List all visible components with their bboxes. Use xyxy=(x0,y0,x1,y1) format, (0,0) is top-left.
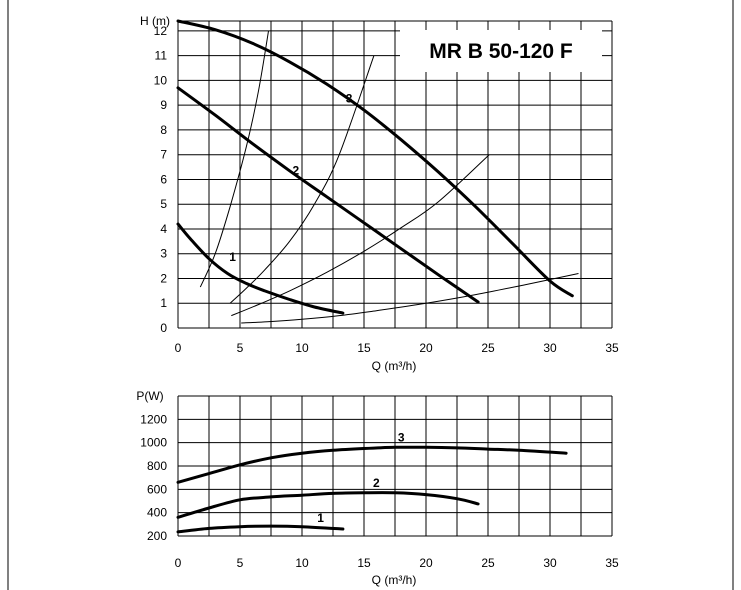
title-box-bg xyxy=(400,30,602,72)
power-x-axis-label: Q (m³/h) xyxy=(372,573,417,587)
power-curve-label-2: 2 xyxy=(373,476,380,490)
head-xtick-label: 0 xyxy=(175,341,182,355)
head-ytick-label: 11 xyxy=(155,49,168,63)
power-ytick-label: 600 xyxy=(147,482,167,496)
head-x-axis-label: Q (m³/h) xyxy=(372,359,417,373)
head-xtick-label: 5 xyxy=(237,341,244,355)
head-xtick-label: 20 xyxy=(419,341,433,355)
head-xtick-label: 15 xyxy=(357,341,371,355)
power-ytick-label: 400 xyxy=(147,506,167,520)
power-curve-2 xyxy=(176,491,480,519)
power-y-axis-label: P(W) xyxy=(136,389,163,403)
power-grid xyxy=(177,395,613,537)
power-curve-3 xyxy=(176,445,568,484)
chart-title: MR B 50-120 F xyxy=(429,40,573,63)
head-ytick-label: 1 xyxy=(160,296,167,310)
head-xtick-label: 10 xyxy=(295,341,309,355)
power-xtick-label: 0 xyxy=(175,556,182,570)
power-ytick-label: 800 xyxy=(147,459,167,473)
head-ytick-label: 7 xyxy=(160,148,167,162)
power-ytick-label: 1000 xyxy=(140,436,167,450)
head-curve-1 xyxy=(176,222,345,315)
power-xtick-label: 25 xyxy=(481,556,495,570)
head-ytick-label: 2 xyxy=(160,271,167,285)
power-xtick-label: 20 xyxy=(419,556,433,570)
head-ytick-label: 4 xyxy=(160,222,167,236)
power-xtick-label: 15 xyxy=(357,556,371,570)
head-system-curve-1 xyxy=(241,273,579,324)
head-curve-label-3: 3 xyxy=(346,92,353,106)
head-xtick-label: 30 xyxy=(543,341,557,355)
head-ytick-label: 8 xyxy=(160,123,167,137)
power-ytick-label: 200 xyxy=(147,529,167,543)
power-xtick-label: 30 xyxy=(543,556,557,570)
head-curve-2 xyxy=(176,86,480,304)
power-xtick-label: 5 xyxy=(237,556,244,570)
head-ytick-label: 5 xyxy=(160,197,167,211)
head-ytick-label: 0 xyxy=(160,321,167,335)
head-system-curve-3 xyxy=(229,55,375,304)
head-xtick-label: 35 xyxy=(605,341,619,355)
power-ytick-label: 1200 xyxy=(140,412,167,426)
head-ytick-label: 6 xyxy=(160,172,167,186)
head-ytick-label: 10 xyxy=(154,73,168,87)
power-curve-1 xyxy=(176,524,345,534)
head-curve-label-2: 2 xyxy=(292,164,299,178)
head-system-curve-2 xyxy=(231,154,490,317)
power-chart: 0 5 10 15 20 25 30 35 200 400 600 800 1000 1200 Q (m³/… xyxy=(136,389,619,587)
head-ytick-label: 9 xyxy=(160,98,167,112)
head-system-curve-4 xyxy=(199,30,269,288)
head-curve-label-1: 1 xyxy=(229,250,236,264)
power-curve-label-1: 1 xyxy=(317,511,324,525)
head-ytick-label: 12 xyxy=(154,24,168,38)
head-y-axis-label: H (m) xyxy=(140,14,170,28)
head-ytick-label: 3 xyxy=(160,247,167,261)
power-xtick-label: 10 xyxy=(295,556,309,570)
head-curve-3 xyxy=(176,19,574,298)
power-xtick-label: 35 xyxy=(605,556,619,570)
head-xtick-label: 25 xyxy=(481,341,495,355)
power-curve-label-3: 3 xyxy=(398,431,405,445)
